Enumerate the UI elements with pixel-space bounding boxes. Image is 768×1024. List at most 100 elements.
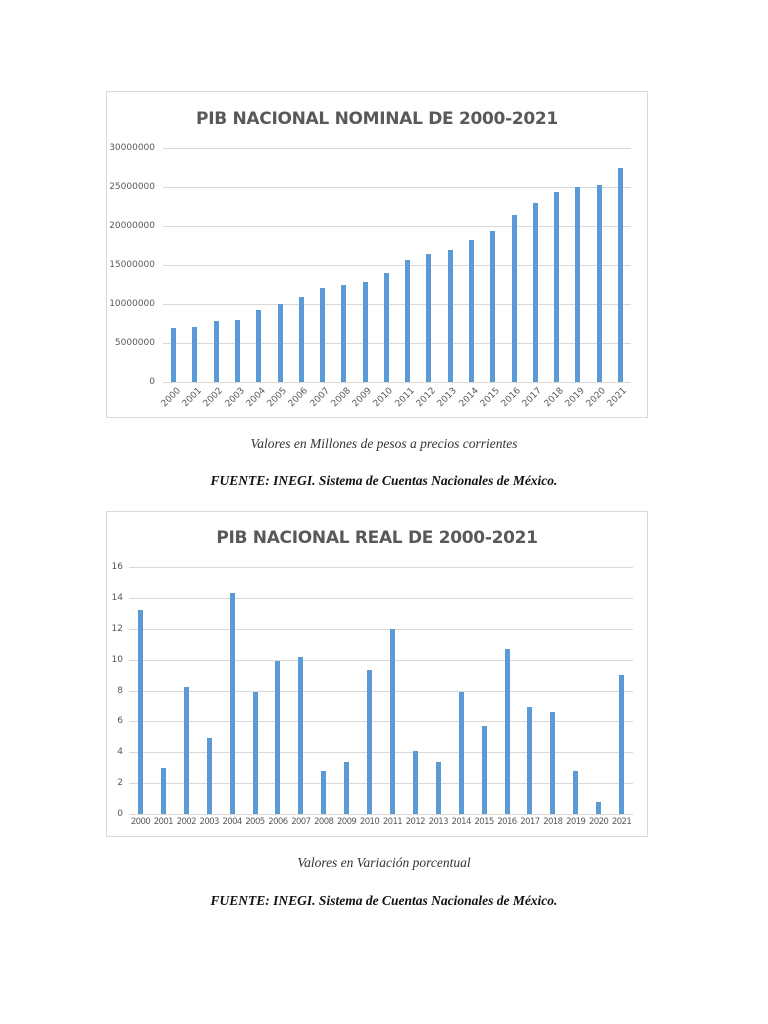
bar <box>458 692 464 814</box>
y-axis-tick-label: 6 <box>117 716 123 727</box>
bar <box>234 319 240 382</box>
chart-title: PIB NACIONAL NOMINAL DE 2000-2021 <box>196 109 558 129</box>
bar <box>252 692 258 814</box>
x-axis-tick-label: 2020 <box>589 817 609 827</box>
gridline <box>163 382 631 383</box>
x-axis-tick-label: 2008 <box>314 817 334 827</box>
bar <box>229 593 235 814</box>
chart2-source-caption: FUENTE: INEGI. Sistema de Cuentas Nacion… <box>210 893 558 908</box>
y-axis-tick-label: 14 <box>111 592 123 603</box>
gridline <box>129 567 633 568</box>
gridline <box>129 628 633 630</box>
bar <box>383 272 389 382</box>
gridline <box>163 226 631 227</box>
bar <box>344 761 350 814</box>
bar <box>405 259 411 382</box>
x-axis-tick-label: 2018 <box>543 817 563 827</box>
bar <box>298 296 304 382</box>
bar <box>192 326 198 382</box>
bar <box>256 310 262 382</box>
gridline <box>129 721 633 723</box>
x-axis-tick-label: 2005 <box>245 817 265 827</box>
gridline <box>129 814 633 815</box>
y-axis-tick-label: 10000000 <box>109 299 155 309</box>
x-axis-tick-label: 2011 <box>382 817 403 827</box>
nominal-gdp-chart: PIB NACIONAL NOMINAL DE 2000-2021 0 50000… <box>106 91 648 418</box>
x-axis-tick-label: 2016 <box>497 817 517 827</box>
x-axis-tick-label: 2013 <box>435 386 460 410</box>
bar <box>213 321 219 382</box>
bar <box>298 656 304 814</box>
bar <box>362 282 368 382</box>
x-axis-tick-label: 2012 <box>405 817 426 827</box>
x-axis-tick-label: 2019 <box>563 386 587 410</box>
x-axis-tick-label: 2004 <box>244 386 268 410</box>
x-axis-tick-label: 2011 <box>393 386 417 410</box>
x-axis-tick-label: 2001 <box>180 386 204 410</box>
chart1-source-caption: FUENTE: INEGI. Sistema de Cuentas Nacion… <box>210 473 558 488</box>
y-axis-tick-label: 10 <box>111 654 123 665</box>
x-axis-tick-label: 2002 <box>176 817 197 827</box>
gridline <box>129 690 633 692</box>
x-axis-tick-label: 2021 <box>611 817 632 827</box>
y-axis-tick-label: 30000000 <box>109 143 155 153</box>
bar <box>341 285 347 382</box>
bar <box>527 707 533 814</box>
bar <box>447 250 453 382</box>
x-axis-tick-label: 2008 <box>329 386 353 410</box>
y-axis-tick-label: 15000000 <box>109 260 155 270</box>
y-axis-tick-label: 8 <box>117 685 123 696</box>
bar <box>468 240 474 382</box>
x-axis-tick-label: 2013 <box>428 817 449 827</box>
bar <box>206 738 212 814</box>
chart1-units-caption: Valores en Millones de pesos a precios c… <box>250 436 518 451</box>
bar <box>550 712 556 814</box>
bar <box>183 687 189 814</box>
gridline <box>163 148 631 149</box>
gridline <box>129 752 633 754</box>
real-gdp-chart: PIB NACIONAL REAL DE 2000-2021 0 2 4 6 8 10 12… <box>106 511 648 837</box>
x-axis-tick-label: 2015 <box>478 386 502 410</box>
x-axis-tick-label: 2007 <box>308 386 332 410</box>
gridline <box>129 783 633 785</box>
x-axis-tick-label: 2010 <box>372 386 396 410</box>
x-axis-tick-label: 2021 <box>606 386 630 410</box>
bar <box>481 726 487 814</box>
x-axis-tick-label: 2004 <box>222 817 242 827</box>
y-axis-tick-label: 16 <box>111 562 123 572</box>
y-axis-tick-label: 12 <box>111 623 123 634</box>
chart-title: PIB NACIONAL REAL DE 2000-2021 <box>216 528 538 548</box>
gridline <box>163 343 631 344</box>
x-axis-tick-label: 2018 <box>542 386 566 410</box>
gridline <box>129 597 633 599</box>
bar <box>320 287 326 382</box>
x-axis-tick-label: 2003 <box>199 817 220 827</box>
bar <box>321 770 327 814</box>
bar <box>171 328 177 382</box>
x-axis-tick-label: 2009 <box>337 817 357 827</box>
x-axis-tick-label: 2014 <box>451 817 472 827</box>
x-axis-tick-label: 2006 <box>268 817 288 827</box>
gridline <box>163 265 631 266</box>
x-axis-tick-label: 2002 <box>201 386 226 410</box>
plot-area: 0 5000000 10000000 15000000 20000000 25000000… <box>109 143 631 409</box>
x-axis-tick-label: 2009 <box>350 386 375 410</box>
bar <box>596 184 602 382</box>
bar <box>617 167 623 382</box>
bar <box>511 215 517 382</box>
bar <box>277 304 283 382</box>
bar <box>504 648 510 814</box>
y-axis-tick-label: 25000000 <box>109 182 155 192</box>
y-axis-tick-label: 2 <box>117 778 123 789</box>
bar <box>275 661 281 814</box>
plot-area: 0 2 4 6 8 10 12 14 16 2000 2001 2002 2003 2004 2005 200… <box>112 562 633 827</box>
x-axis-tick-label: 2001 <box>153 817 174 827</box>
chart2-units-caption: Valores en Variación porcentual <box>297 855 471 870</box>
gridline <box>163 304 631 305</box>
x-axis-tick-label: 2000 <box>159 386 183 410</box>
bar <box>435 761 441 814</box>
y-axis-tick-label: 5000000 <box>114 338 155 348</box>
bar <box>137 610 143 814</box>
bar <box>575 187 581 382</box>
x-axis-tick-label: 2012 <box>414 386 438 410</box>
